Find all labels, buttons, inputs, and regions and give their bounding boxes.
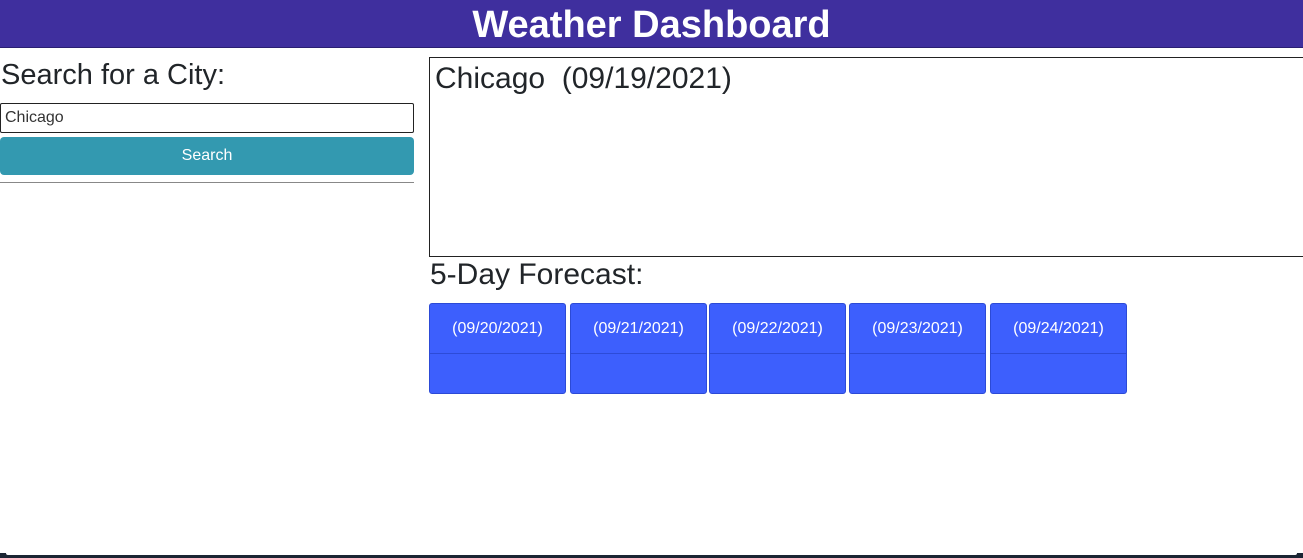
forecast-card-body: [710, 354, 845, 394]
window-bottom-corner: [6, 553, 1297, 555]
forecast-card: (09/21/2021): [570, 303, 707, 394]
current-city: Chicago: [435, 62, 546, 95]
forecast-card-body: [430, 354, 565, 394]
forecast-card-date: (09/22/2021): [710, 304, 845, 354]
forecast-card: (09/23/2021): [849, 303, 986, 394]
city-search-input[interactable]: [0, 103, 414, 133]
forecast-card-body: [991, 354, 1126, 394]
forecast-card-date: (09/20/2021): [430, 304, 565, 354]
search-button[interactable]: Search: [0, 137, 414, 175]
page-header: Weather Dashboard: [0, 0, 1303, 48]
forecast-card-body: [571, 354, 706, 394]
forecast-card: (09/22/2021): [709, 303, 846, 394]
forecast-card-date: (09/23/2021): [850, 304, 985, 354]
window-bottom-edge: [0, 553, 1303, 558]
forecast-card-body: [850, 354, 985, 394]
current-date: (09/19/2021): [561, 62, 732, 95]
current-weather-panel: Chicago (09/19/2021): [429, 57, 1303, 257]
search-history-divider: [0, 182, 414, 183]
current-weather-title: Chicago (09/19/2021): [435, 62, 732, 96]
forecast-card-date: (09/24/2021): [991, 304, 1126, 354]
forecast-card-date: (09/21/2021): [571, 304, 706, 354]
forecast-heading: 5-Day Forecast:: [430, 258, 644, 291]
page-title: Weather Dashboard: [472, 4, 831, 46]
forecast-card: (09/20/2021): [429, 303, 566, 394]
forecast-card: (09/24/2021): [990, 303, 1127, 394]
search-heading: Search for a City:: [1, 59, 226, 91]
